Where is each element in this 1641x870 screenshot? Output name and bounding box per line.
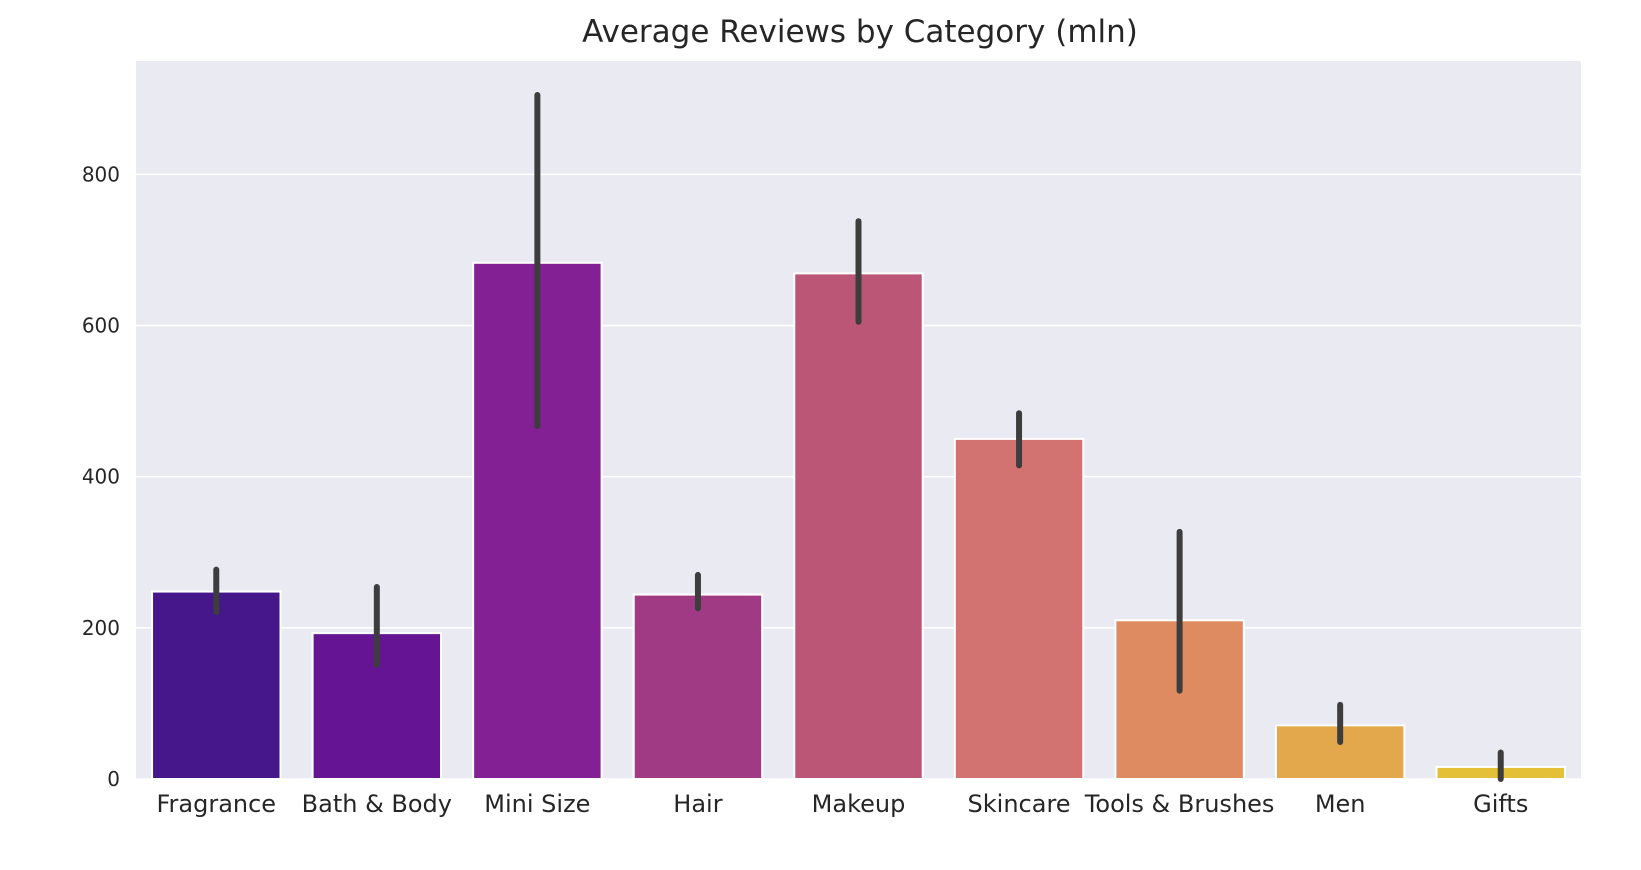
y-tick-label: 800 bbox=[82, 162, 120, 186]
x-tick-label: Hair bbox=[673, 790, 722, 818]
x-tick-label: Skincare bbox=[968, 790, 1071, 818]
x-tick-label: Tools & Brushes bbox=[1084, 790, 1275, 818]
x-tick-label: Bath & Body bbox=[302, 790, 452, 818]
x-tick-label: Makeup bbox=[812, 790, 906, 818]
y-tick-label: 0 bbox=[107, 767, 120, 791]
x-tick-label: Men bbox=[1315, 790, 1366, 818]
bars bbox=[151, 261, 1566, 781]
y-tick-label: 200 bbox=[82, 616, 120, 640]
bar bbox=[632, 593, 764, 780]
x-tick-label: Fragrance bbox=[156, 790, 276, 818]
bar bbox=[151, 590, 282, 780]
y-tick-label: 400 bbox=[82, 465, 120, 489]
x-tick-label: Mini Size bbox=[484, 790, 590, 818]
bar bbox=[953, 437, 1085, 780]
x-tick-labels: Fragrance Bath & Body Mini Size Hair Makeup S… bbox=[156, 790, 1528, 818]
y-tick-labels: 0 200 400 600 800 bbox=[82, 162, 120, 791]
x-tick-label: Gifts bbox=[1473, 790, 1528, 818]
y-tick-label: 600 bbox=[82, 314, 120, 338]
chart-title: Average Reviews by Category (mln) bbox=[582, 14, 1138, 50]
error-bars bbox=[213, 92, 1504, 782]
bar bbox=[793, 272, 924, 780]
